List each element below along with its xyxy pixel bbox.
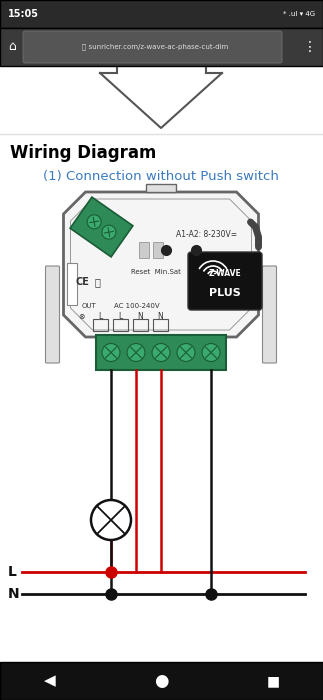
- Text: A1-A2: 8-230V=: A1-A2: 8-230V=: [176, 230, 237, 239]
- Text: L: L: [99, 312, 103, 321]
- Text: L: L: [8, 565, 17, 579]
- Text: L: L: [118, 312, 123, 321]
- Text: ⌂: ⌂: [8, 41, 16, 53]
- Circle shape: [102, 225, 116, 239]
- Text: AC 100-240V: AC 100-240V: [113, 303, 159, 309]
- Circle shape: [102, 344, 120, 361]
- Text: Wiring Diagram: Wiring Diagram: [10, 144, 156, 162]
- FancyBboxPatch shape: [139, 242, 149, 258]
- FancyBboxPatch shape: [0, 0, 323, 28]
- Circle shape: [202, 344, 220, 361]
- Text: Z-WAVE: Z-WAVE: [209, 270, 241, 279]
- FancyBboxPatch shape: [152, 242, 162, 258]
- Text: Reset  Min.Sat: Reset Min.Sat: [131, 269, 181, 275]
- FancyBboxPatch shape: [0, 662, 323, 700]
- FancyBboxPatch shape: [188, 252, 262, 310]
- Text: ◀: ◀: [44, 673, 56, 689]
- FancyBboxPatch shape: [0, 28, 323, 66]
- FancyBboxPatch shape: [70, 197, 133, 257]
- Circle shape: [87, 215, 101, 229]
- Circle shape: [127, 344, 145, 361]
- FancyBboxPatch shape: [46, 266, 59, 363]
- Text: ⋮: ⋮: [303, 40, 317, 54]
- Text: ⌛: ⌛: [95, 277, 100, 287]
- Polygon shape: [64, 192, 258, 337]
- FancyBboxPatch shape: [67, 263, 77, 305]
- Text: N: N: [138, 312, 143, 321]
- FancyBboxPatch shape: [96, 335, 226, 370]
- FancyBboxPatch shape: [146, 184, 176, 192]
- Text: N: N: [8, 587, 20, 601]
- Text: 🔒 sunricher.com/z-wave-ac-phase-cut-dim: 🔒 sunricher.com/z-wave-ac-phase-cut-dim: [82, 43, 228, 50]
- Text: OUT: OUT: [81, 303, 96, 309]
- Text: N: N: [158, 312, 163, 321]
- Circle shape: [152, 344, 170, 361]
- Circle shape: [91, 500, 131, 540]
- Text: * .ul ▾ 4G: * .ul ▾ 4G: [283, 11, 315, 17]
- Text: ●: ●: [154, 672, 168, 690]
- Text: ⊗: ⊗: [78, 312, 85, 321]
- Text: (1) Connection without Push switch: (1) Connection without Push switch: [43, 170, 279, 183]
- Text: ■: ■: [266, 674, 280, 688]
- FancyBboxPatch shape: [23, 31, 282, 63]
- Text: PLUS: PLUS: [209, 288, 241, 298]
- FancyBboxPatch shape: [263, 266, 276, 363]
- Circle shape: [177, 344, 195, 361]
- Text: CE: CE: [76, 277, 89, 287]
- Text: 15:05: 15:05: [8, 9, 39, 19]
